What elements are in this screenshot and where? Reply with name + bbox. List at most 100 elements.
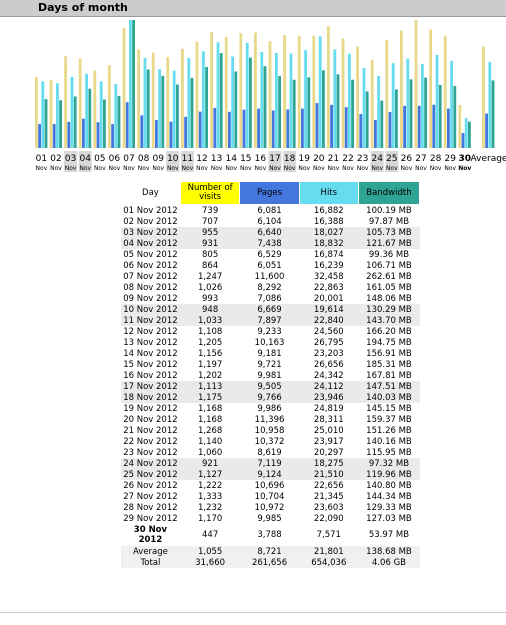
weekend-label-bg [64,151,78,172]
cell: 447 [202,530,219,540]
cell: 121.67 MB [358,238,420,249]
bar [96,122,100,148]
cell: 9,124 [239,469,300,480]
row-label: 29 Nov 2012 [123,513,178,524]
table-row: 02 Nov 2012 707 6,104 16,388 97.87 MB [121,216,420,227]
month-label: Nov [152,165,164,172]
bar [195,41,199,148]
cell: 151.26 MB [366,425,412,436]
bar [438,84,442,148]
month-label: Nov [123,165,135,172]
bar [482,46,485,148]
bar [283,35,286,148]
bar [35,77,38,148]
cell: 6,051 [257,260,282,271]
cell: 7,119 [239,458,300,469]
table-row: 17 Nov 2012 1,113 9,505 24,112 147.51 MB [120,381,420,392]
bar [435,54,439,148]
day-label: 23 [357,154,368,164]
cell: 993 [202,293,219,304]
day-label: 09 [152,154,164,164]
cell: 1,060 [197,447,223,458]
section-title: Days of month [38,1,128,14]
month-label: Nov [36,165,48,172]
bar [49,80,53,148]
bar [356,46,359,148]
row-label: 30 Nov 2012 [133,525,168,545]
bar [169,121,173,148]
table-row: 03 Nov 2012 955 6,640 18,027 105.73 MB [120,227,420,238]
cell: 23,203 [313,348,344,359]
bar [202,51,205,148]
bar [213,107,217,148]
cell: 8,292 [257,282,282,293]
cell: 707 [202,216,219,227]
bar [85,73,88,148]
bar [231,56,234,148]
cell: 1,113 [180,381,240,392]
cell: 1,222 [197,480,223,491]
bar [424,77,427,148]
cell: 10,696 [254,480,285,491]
day-label: 19 [298,154,310,164]
cell: 22,090 [313,513,344,524]
bar [447,108,450,148]
bar [234,71,238,148]
month-label: Nov [284,165,296,172]
day-label: 30 [459,154,472,164]
month-label: Nov [138,165,150,172]
weekend-label-bg [385,151,399,172]
bar [198,111,202,148]
cell: 16,388 [313,216,344,227]
column-header: Hits [298,181,359,205]
bar [78,58,82,148]
cell: 262.61 MB [366,271,412,282]
cell: 1,333 [197,491,223,502]
bar [421,63,424,149]
bar [450,60,453,148]
cell: 161.05 MB [366,282,412,293]
day-label: 18 [284,154,296,164]
bar [292,79,296,148]
cell: 19,614 [299,304,359,315]
day-label: 07 [123,154,134,164]
row-label: 01 Nov 2012 [123,205,178,216]
month-label: Nov [444,165,456,172]
table-row: 20 Nov 2012 1,168 11,396 28,311 159.37 MB [121,414,420,425]
day-label: 29 [444,154,456,164]
bar [286,109,290,148]
table-row: 23 Nov 2012 1,060 8,619 20,297 115.95 MB [121,447,420,458]
bar [184,116,187,148]
bar [181,48,184,148]
month-label: Nov [386,165,398,172]
cell: 166.20 MB [366,326,412,337]
table-row: 26 Nov 2012 1,222 10,696 22,656 140.80 MB [121,480,420,491]
table-row: 30 Nov 2012 447 3,788 7,571 53.97 MB [121,524,420,546]
bar [304,50,307,148]
bar [370,59,374,148]
month-label: Nov [240,165,252,172]
month-label: Nov [94,165,106,172]
row-label: 26 Nov 2012 [123,480,178,491]
day-label: 28 [430,154,442,164]
cell: 4.06 GB [358,557,420,568]
bar [172,70,176,148]
bar [362,67,366,148]
cell: 654,036 [299,557,359,568]
cell: 16,874 [313,249,344,260]
cell: 21,510 [299,469,359,480]
table-row: 12 Nov 2012 1,108 9,233 24,560 166.20 MB [121,326,420,337]
row-label: 20 Nov 2012 [123,414,178,425]
row-label: 08 Nov 2012 [123,282,178,293]
cell: 6,529 [257,249,282,260]
table-row: 28 Nov 2012 1,232 10,972 23,603 129.33 MB [121,502,420,513]
cell: 23,946 [299,392,359,403]
table-row: 04 Nov 2012 931 7,438 18,832 121.67 MB [120,238,420,249]
row-label: Average [120,546,181,557]
bar [205,66,208,148]
row-label: 11 Nov 2012 [120,315,181,326]
cell: 9,505 [239,381,300,392]
cell: 31,660 [180,557,240,568]
cell: 106.71 MB [366,260,412,271]
bar [146,69,150,148]
